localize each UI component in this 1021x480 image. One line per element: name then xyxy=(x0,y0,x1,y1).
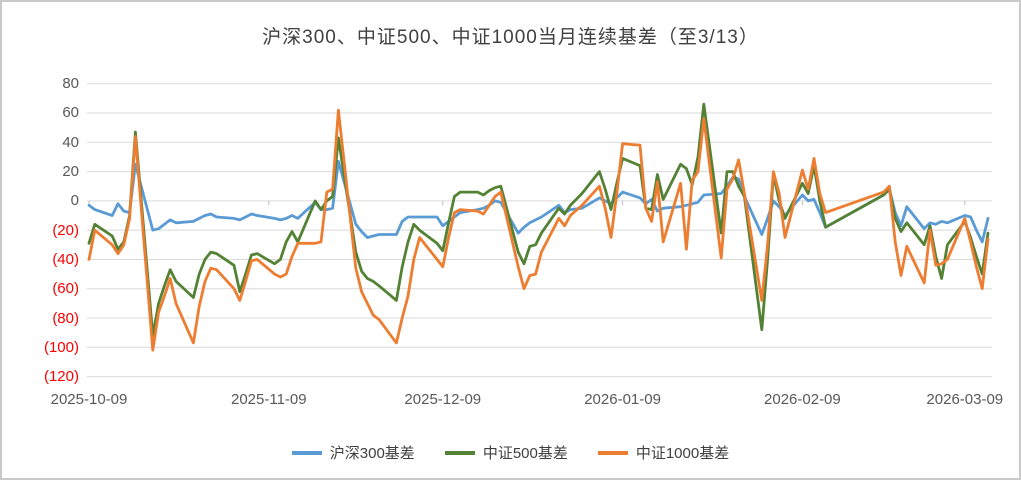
series-line-2 xyxy=(87,108,990,352)
y-tick-label: (60) xyxy=(52,280,79,298)
x-tick-label: 2025-12-09 xyxy=(404,391,482,408)
legend-item-0: 沪深300基差 xyxy=(291,442,415,463)
chart-title: 沪深300、中证500、中证1000当月连续基差（至3/13） xyxy=(262,27,759,48)
x-tick-label: 2026-02-09 xyxy=(764,391,841,408)
legend-label: 沪深300基差 xyxy=(329,445,415,462)
series-line-0 xyxy=(87,159,990,244)
legend-swatch-icon xyxy=(597,450,628,455)
legend-label: 中证1000基差 xyxy=(635,445,730,462)
legend-swatch-icon xyxy=(291,450,322,455)
y-tick-label: 20 xyxy=(62,163,79,181)
x-tick-label: 2025-11-09 xyxy=(230,391,307,408)
legend: 沪深300基差 中证500基差 中证1000基差 xyxy=(2,442,1019,463)
legend-item-2: 中证1000基差 xyxy=(597,442,730,463)
y-tick-label: (20) xyxy=(52,221,79,239)
y-tick-label: (100) xyxy=(43,338,79,356)
y-tick-label: (120) xyxy=(43,368,79,386)
y-tick-label: (80) xyxy=(52,309,79,327)
legend-item-1: 中证500基差 xyxy=(444,442,568,463)
x-tick-label: 2025-10-09 xyxy=(50,391,128,408)
legend-label: 中证500基差 xyxy=(482,445,568,462)
legend-swatch-icon xyxy=(444,450,475,455)
y-tick-label: 60 xyxy=(62,104,79,122)
x-tick-label: 2026-03-09 xyxy=(926,391,1004,408)
y-tick-label: 40 xyxy=(62,133,79,151)
y-tick-label: 80 xyxy=(62,75,79,93)
y-tick-label: 0 xyxy=(70,192,79,210)
x-tick-label: 2026-01-09 xyxy=(584,391,661,408)
y-tick-label: (40) xyxy=(52,250,79,268)
